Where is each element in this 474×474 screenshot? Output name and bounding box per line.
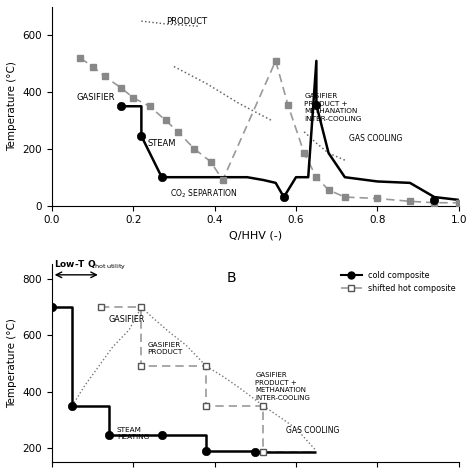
Text: B: B <box>227 271 237 285</box>
Text: GASIFIER
PRODUCT: GASIFIER PRODUCT <box>147 342 183 355</box>
Y-axis label: Temperature (°C): Temperature (°C) <box>7 318 17 408</box>
Text: GASIFIER: GASIFIER <box>109 315 145 324</box>
Text: CO$_2$ SEPARATION: CO$_2$ SEPARATION <box>170 188 237 201</box>
Text: Low-T Q$_{\mathrm{hot\,utility}}$: Low-T Q$_{\mathrm{hot\,utility}}$ <box>54 259 126 272</box>
Text: STEAM: STEAM <box>147 139 176 147</box>
Text: GASIFIER: GASIFIER <box>76 93 115 102</box>
Text: STEAM
HEATING: STEAM HEATING <box>117 427 149 440</box>
Text: GAS COOLING: GAS COOLING <box>349 135 402 144</box>
Text: GASIFIER
PRODUCT +
METHANATION
INTER-COOLING: GASIFIER PRODUCT + METHANATION INTER-COO… <box>255 372 310 401</box>
Text: GAS COOLING: GAS COOLING <box>286 426 339 435</box>
X-axis label: Q/HHV (-): Q/HHV (-) <box>229 231 282 241</box>
Text: PRODUCT: PRODUCT <box>166 17 207 26</box>
Legend: cold composite, shifted hot composite: cold composite, shifted hot composite <box>338 268 459 296</box>
Y-axis label: Temperature (°C): Temperature (°C) <box>7 61 17 151</box>
Text: GASIFIER
PRODUCT +
METHANATION
INTER-COOLING: GASIFIER PRODUCT + METHANATION INTER-COO… <box>304 93 362 122</box>
